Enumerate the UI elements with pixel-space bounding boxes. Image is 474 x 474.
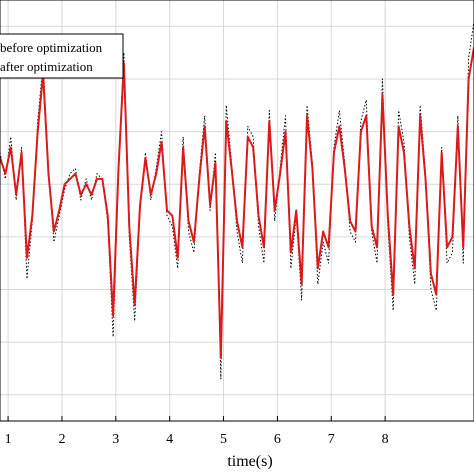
x-axis-title: time(s) [227,453,272,470]
legend-label-after: after optimization [0,59,93,74]
x-tick-label-6: 7 [328,432,335,447]
legend-box [0,33,124,79]
x-ticks: 1 2 3 4 5 6 7 8 [5,416,389,447]
x-tick-label-2: 3 [112,432,119,447]
series-group [0,20,474,380]
x-tick-label-7: 8 [382,432,389,447]
legend: before optimization after optimization [0,33,124,79]
plot-frame [0,0,474,422]
x-tick-label-5: 6 [274,432,281,447]
legend-label-before: before optimization [0,40,103,55]
series-line-after-optimization [0,47,474,359]
x-tick-label-3: 4 [166,432,173,447]
x-tick-label-1: 2 [58,432,65,447]
x-tick-label-4: 5 [220,432,227,447]
x-tick-label-0: 1 [5,432,12,447]
